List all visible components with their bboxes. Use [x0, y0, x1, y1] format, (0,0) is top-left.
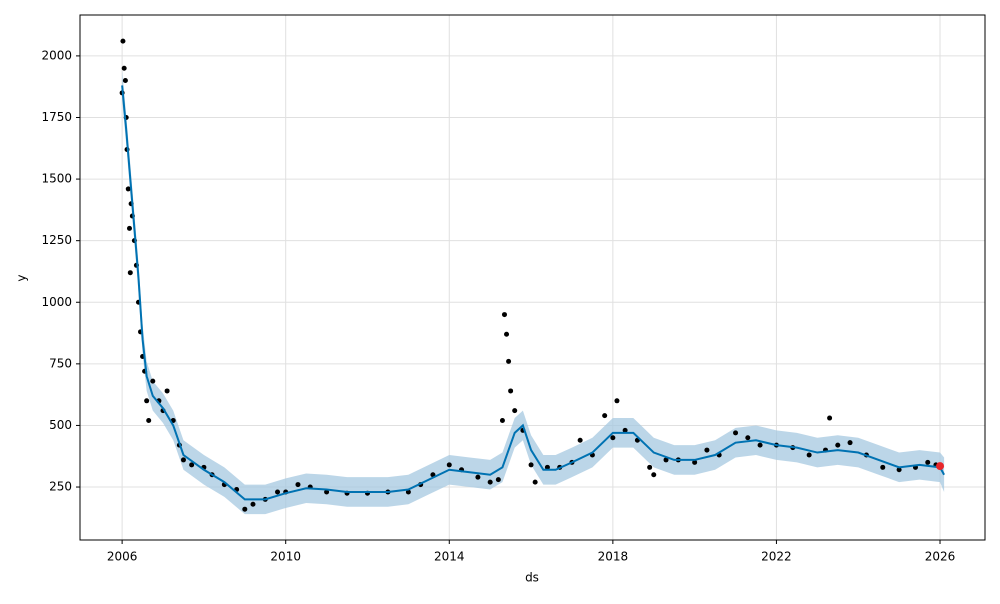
- observation-point: [126, 225, 132, 231]
- y-axis-label: y: [15, 274, 29, 281]
- observation-point: [242, 506, 248, 512]
- x-tick-label: 2018: [598, 550, 629, 564]
- observation-point: [125, 186, 131, 192]
- y-tick-label: 1250: [41, 233, 72, 247]
- x-tick-label: 2006: [107, 550, 138, 564]
- x-tick-label: 2026: [925, 550, 956, 564]
- x-tick-label: 2014: [434, 550, 465, 564]
- observation-point: [122, 78, 128, 84]
- observation-point: [504, 331, 510, 337]
- observation-point: [250, 501, 256, 507]
- observation-point: [577, 437, 583, 443]
- observation-point: [121, 65, 127, 71]
- observation-point: [508, 388, 514, 394]
- x-tick-label: 2022: [761, 550, 792, 564]
- y-tick-label: 500: [49, 418, 72, 432]
- observation-point: [180, 457, 186, 463]
- last-point: [936, 462, 945, 471]
- observation-point: [622, 427, 628, 433]
- observation-point: [446, 462, 452, 468]
- observation-point: [275, 489, 281, 495]
- observation-point: [704, 447, 710, 453]
- observation-point: [896, 467, 902, 473]
- observation-point: [692, 459, 698, 465]
- y-tick-label: 250: [49, 480, 72, 494]
- observation-point: [647, 464, 653, 470]
- y-tick-label: 1750: [41, 110, 72, 124]
- plot-frame: [79, 14, 986, 541]
- observation-point: [925, 459, 931, 465]
- observation-point: [610, 435, 616, 441]
- observation-point: [528, 462, 534, 468]
- x-tick-label: 2010: [270, 550, 301, 564]
- observation-point: [827, 415, 833, 421]
- observation-point: [614, 398, 620, 404]
- observation-point: [499, 418, 505, 424]
- observation-point: [532, 479, 538, 485]
- observation-point: [835, 442, 841, 448]
- observation-point: [544, 464, 550, 470]
- x-axis-label: ds: [525, 571, 539, 585]
- observation-point: [475, 474, 481, 480]
- observation-point: [880, 464, 886, 470]
- observation-point: [120, 38, 126, 44]
- y-tick-label: 750: [49, 356, 72, 370]
- observation-point: [127, 270, 133, 276]
- observation-point: [495, 477, 501, 483]
- observation-point: [324, 489, 330, 495]
- observation-point: [189, 462, 195, 468]
- observation-point: [501, 312, 507, 318]
- observation-point: [847, 440, 853, 446]
- observation-point: [512, 408, 518, 414]
- observation-point: [757, 442, 763, 448]
- observation-point: [602, 413, 608, 419]
- observation-point: [506, 358, 512, 364]
- observation-point: [651, 472, 657, 478]
- observation-point: [733, 430, 739, 436]
- observation-point: [164, 388, 170, 394]
- y-tick-label: 1000: [41, 295, 72, 309]
- observation-point: [146, 418, 152, 424]
- observation-point: [663, 457, 669, 463]
- y-tick-label: 2000: [41, 48, 72, 62]
- forecast-line: [121, 85, 945, 501]
- observation-point: [806, 452, 812, 458]
- y-tick-label: 1500: [41, 172, 72, 186]
- observation-point: [150, 378, 156, 384]
- observation-point: [487, 479, 493, 485]
- observation-point: [405, 489, 411, 495]
- observation-point: [745, 435, 751, 441]
- observation-point: [295, 482, 301, 488]
- observation-point: [144, 398, 150, 404]
